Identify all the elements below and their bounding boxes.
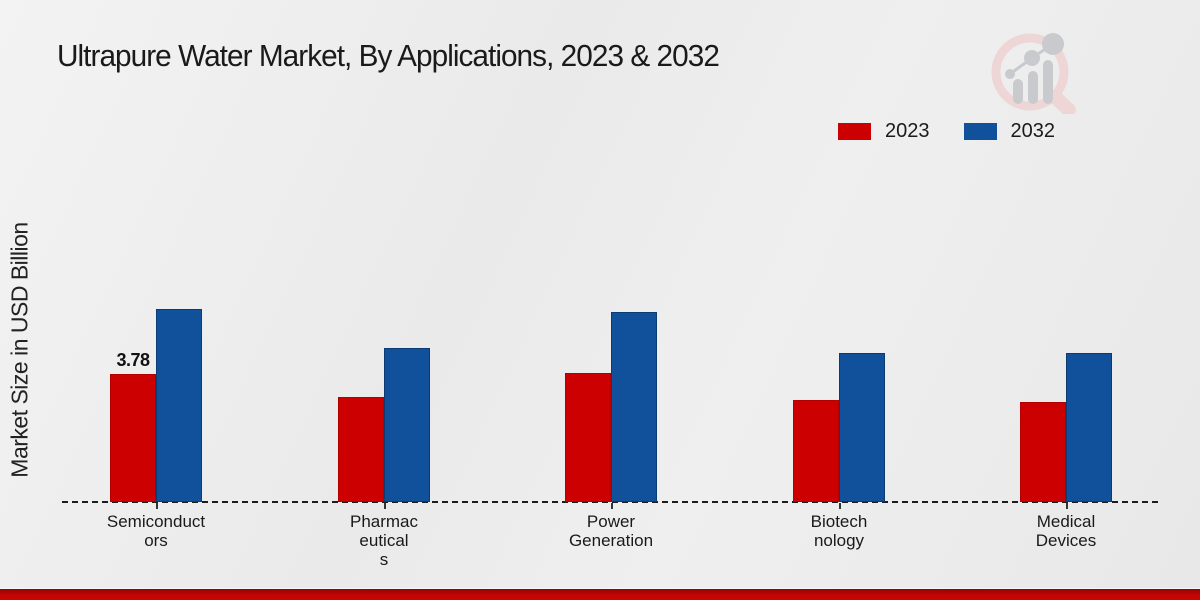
legend-swatch-2032: [963, 123, 997, 140]
legend: 2023 2032: [838, 120, 1055, 143]
bar-2023-pharmaceuticals: [338, 397, 384, 502]
x-axis-tick-biotechnology: [839, 503, 841, 509]
bar-2032-biotechnology: [839, 353, 885, 502]
y-axis-label: Market Size in USD Billion: [6, 222, 33, 478]
category-label-biotechnology: Biotech nology: [810, 512, 868, 550]
legend-label-2023: 2023: [885, 120, 930, 142]
x-axis-baseline: [62, 501, 1158, 503]
x-axis-tick-power-generation: [611, 503, 613, 509]
x-axis-tick-pharmaceuticals: [384, 503, 386, 509]
category-label-medical-devices: Medical Devices: [1035, 512, 1097, 550]
bottom-accent-bar: [0, 588, 1200, 600]
bar-2032-semiconductors: [156, 309, 202, 502]
legend-label-2032: 2032: [1010, 120, 1056, 142]
bar-chart-magnifier-logo: [991, 33, 1076, 114]
chart-title: Ultrapure Water Market, By Applications,…: [57, 38, 720, 73]
bar-2023-medical-devices: [1020, 402, 1066, 502]
bar-2032-power-generation: [611, 312, 657, 502]
bar-2023-semiconductors: [110, 374, 156, 502]
x-axis-tick-medical-devices: [1066, 503, 1068, 509]
bar-2032-pharmaceuticals: [384, 348, 430, 502]
category-label-power-generation: Power Generation: [568, 512, 654, 550]
x-axis-tick-semiconductors: [156, 503, 158, 509]
bar-2023-biotechnology: [793, 400, 839, 502]
legend-item-2023: 2023: [838, 120, 930, 143]
bar-2023-power-generation: [565, 373, 611, 502]
bar-2032-medical-devices: [1066, 353, 1112, 502]
legend-item-2032: 2032: [963, 120, 1056, 143]
category-label-pharmaceuticals: Pharmac eutical s: [349, 512, 419, 569]
legend-swatch-2023: [838, 123, 871, 140]
category-label-semiconductors: Semiconduct ors: [106, 512, 206, 550]
data-label-2023: 3.78: [116, 350, 150, 370]
